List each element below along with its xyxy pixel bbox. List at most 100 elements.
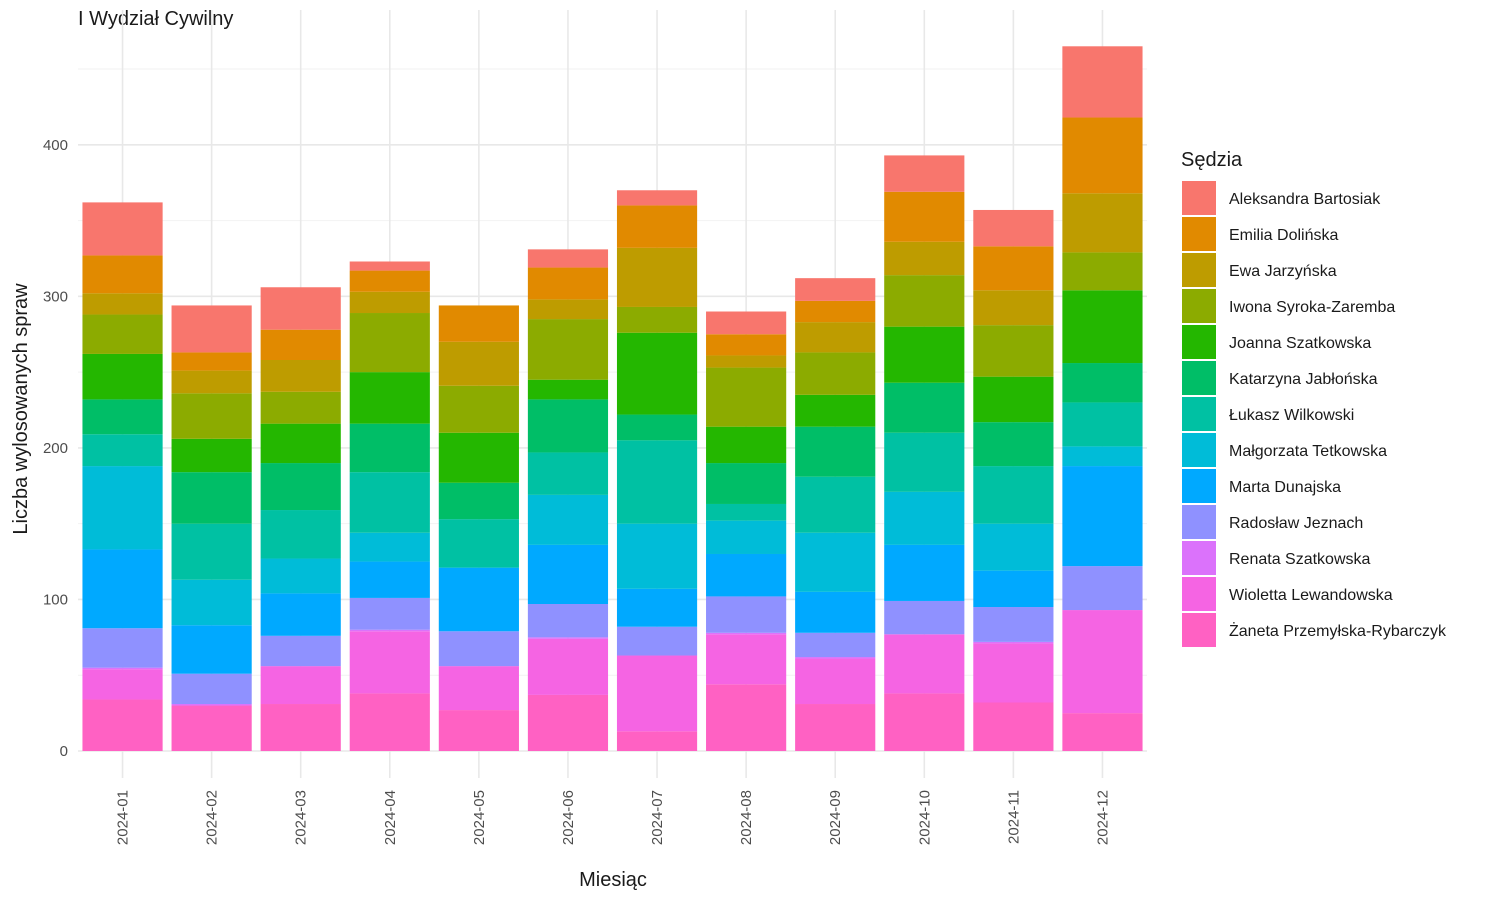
bar-segment xyxy=(527,637,609,639)
bar-segment xyxy=(795,657,876,659)
bar-segment xyxy=(973,643,1054,703)
legend-swatch xyxy=(1182,325,1216,359)
bar-segment xyxy=(973,376,1054,423)
bar-segment xyxy=(260,593,341,636)
bar-segment xyxy=(82,667,163,670)
legend-label: Joanna Szatkowska xyxy=(1229,335,1371,352)
bar-segment xyxy=(1062,46,1143,118)
bar-segment xyxy=(795,658,876,705)
bar-segment xyxy=(1062,446,1143,467)
bar-segment xyxy=(973,570,1054,608)
legend-swatch xyxy=(1182,541,1216,575)
legend-label: Wioletta Lewandowska xyxy=(1229,587,1393,604)
bar-segment xyxy=(795,532,876,592)
bar-segment xyxy=(171,523,252,580)
y-axis-label: Liczba wylosowanych spraw xyxy=(10,283,32,535)
bar-segment xyxy=(349,631,430,694)
bar-segment xyxy=(1062,290,1143,364)
bar-segment xyxy=(349,629,430,632)
bar-segment xyxy=(884,275,965,327)
legend-label: Iwona Syroka-Zaremba xyxy=(1229,299,1395,316)
bar-segment xyxy=(527,694,609,751)
bar-segment xyxy=(616,655,698,732)
bar-segment xyxy=(82,669,163,700)
bar-segment xyxy=(616,626,698,656)
y-tick-label: 0 xyxy=(60,743,68,760)
bar-segment xyxy=(884,600,965,635)
y-axis-ticks: 0 100 200 300 400 xyxy=(43,137,68,760)
legend-swatch xyxy=(1182,397,1216,431)
legend-label: Łukasz Wilkowski xyxy=(1229,407,1354,424)
bar-segment xyxy=(438,519,519,568)
legend-label: Ewa Jarzyńska xyxy=(1229,263,1337,280)
legend-label: Aleksandra Bartosiak xyxy=(1229,191,1381,208)
bar-segment xyxy=(706,634,787,685)
x-tick-label: 2024-12 xyxy=(1094,790,1111,845)
bar-segment xyxy=(438,385,519,433)
bar-segment xyxy=(349,532,430,562)
x-tick-label: 2024-09 xyxy=(827,790,844,845)
bar-segment xyxy=(973,702,1054,751)
x-tick-label: 2024-03 xyxy=(293,790,310,845)
legend-swatch xyxy=(1182,253,1216,287)
legend-swatch xyxy=(1182,433,1216,467)
legend-swatch xyxy=(1182,181,1216,215)
bar-segment xyxy=(1062,466,1143,567)
bar-segment xyxy=(171,705,252,751)
bar-segment xyxy=(795,278,876,301)
bar-segment xyxy=(171,579,252,626)
bar-segment xyxy=(616,440,698,524)
bar-segment xyxy=(82,699,163,751)
bar-segment xyxy=(171,393,252,439)
legend-swatch xyxy=(1182,577,1216,611)
bar-segment xyxy=(171,438,252,473)
legend-label: Emilia Dolińska xyxy=(1229,227,1338,244)
bar-segment xyxy=(973,607,1054,642)
bar-segment xyxy=(438,567,519,632)
x-axis-ticks: 2024-01 2024-02 2024-03 2024-04 2024-05 2024-… xyxy=(115,790,1112,845)
bar-segment xyxy=(973,246,1054,291)
bar-segment xyxy=(349,423,430,473)
bar-segment xyxy=(171,704,252,706)
bar-segment xyxy=(616,247,698,307)
legend: Sędzia Aleksandra Bartosiak Emilia Dolińs… xyxy=(1181,149,1447,647)
bar-segment xyxy=(884,155,965,192)
bar-segment xyxy=(171,673,252,705)
bar-segment xyxy=(973,209,1054,247)
bar-segment xyxy=(171,625,252,674)
bar-segment xyxy=(260,666,341,705)
bar-segment xyxy=(1062,402,1143,447)
bar-segment xyxy=(349,372,430,424)
bar-segment xyxy=(171,472,252,524)
bar-segment xyxy=(973,523,1054,571)
bar-segment xyxy=(884,191,965,242)
bar-segment xyxy=(82,399,163,435)
bar-segment xyxy=(706,520,787,554)
bar-segment xyxy=(260,391,341,424)
bar-segment xyxy=(438,666,519,711)
y-tick-label: 100 xyxy=(43,591,68,608)
legend-label: Żaneta Przemyłska-Rybarczyk xyxy=(1229,621,1447,640)
bar-segment xyxy=(706,334,787,356)
bar-segment xyxy=(706,632,787,635)
bar-segment xyxy=(884,491,965,545)
x-tick-label: 2024-02 xyxy=(204,790,221,845)
legend-swatch xyxy=(1182,505,1216,539)
legend-swatch xyxy=(1182,361,1216,395)
bar-segment xyxy=(973,466,1054,524)
bar-segment xyxy=(795,476,876,533)
legend-swatch xyxy=(1182,217,1216,251)
bar-segment xyxy=(973,641,1054,644)
bar-segment xyxy=(260,423,341,464)
x-tick-label: 2024-11 xyxy=(1005,790,1022,844)
legend-swatch xyxy=(1182,613,1216,647)
bar-segment xyxy=(171,305,252,353)
bar-segment xyxy=(527,544,609,604)
x-axis-label: Miesiąc xyxy=(579,869,647,891)
bar-segment xyxy=(438,305,519,342)
legend-label: Katarzyna Jabłońska xyxy=(1229,371,1378,388)
bar-segment xyxy=(706,503,787,521)
bar-segment xyxy=(349,472,430,533)
bar-segment xyxy=(438,631,519,667)
